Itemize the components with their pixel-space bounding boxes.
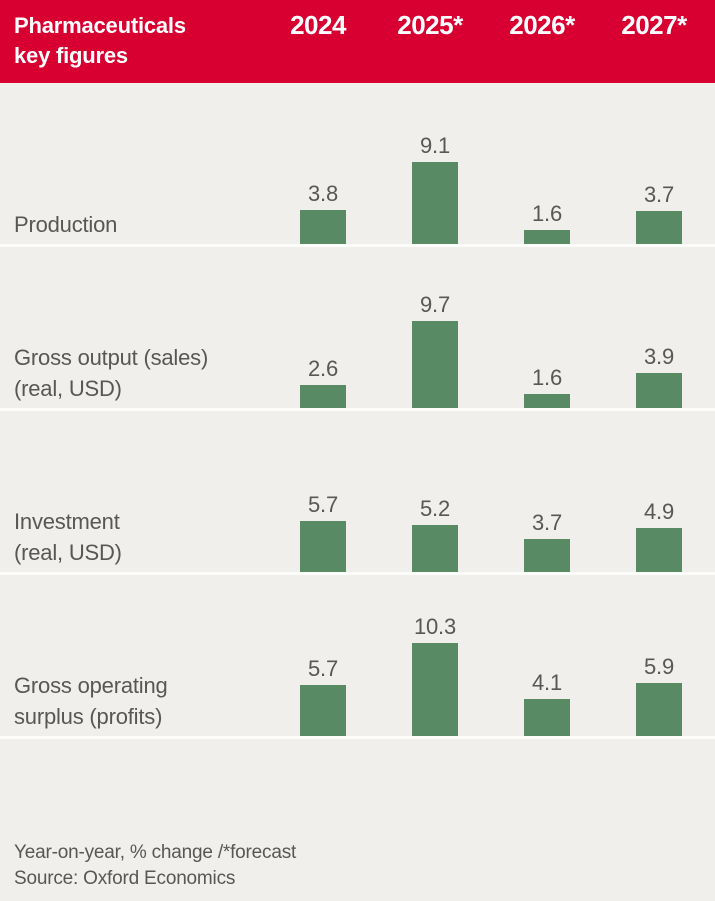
bar bbox=[412, 162, 458, 244]
bar bbox=[412, 525, 458, 572]
bar-value-label: 5.2 bbox=[420, 496, 450, 521]
bar-cell: 10.3 bbox=[379, 575, 491, 736]
bar-cell: 2.6 bbox=[267, 247, 379, 408]
year-header-2024: 2024 bbox=[290, 10, 346, 40]
metric-row: Gross output (sales) (real, USD) 2.6 9.7 1.6… bbox=[0, 247, 715, 411]
bar-cell: 9.7 bbox=[379, 247, 491, 408]
metric-label-line: Gross output (sales) bbox=[14, 345, 209, 370]
bar-cell: 4.9 bbox=[603, 411, 715, 572]
footnote: Year-on-year, % change /*forecast bbox=[14, 842, 297, 863]
chart-footer: Year-on-year, % change /*forecast Source… bbox=[0, 739, 715, 901]
metric-label: Production bbox=[0, 83, 267, 244]
bar bbox=[524, 394, 570, 408]
bar bbox=[524, 699, 570, 736]
bar-cell: 9.1 bbox=[379, 83, 491, 244]
bar-value-label: 4.1 bbox=[532, 670, 562, 695]
year-header-2025: 2025* bbox=[397, 10, 463, 40]
bar bbox=[300, 210, 346, 244]
bar-value-label: 4.9 bbox=[644, 499, 674, 524]
bar bbox=[636, 683, 682, 736]
bar bbox=[636, 373, 682, 408]
bar-value-label: 9.1 bbox=[420, 133, 450, 158]
metric-row: Production 3.8 9.1 1.6 3.7 bbox=[0, 83, 715, 247]
bar bbox=[300, 521, 346, 572]
source-note: Source: Oxford Economics bbox=[14, 868, 236, 889]
bar-value-label: 3.8 bbox=[308, 181, 338, 206]
metric-label-line: (real, USD) bbox=[14, 540, 122, 565]
bar-value-label: 3.9 bbox=[644, 344, 674, 369]
bar-value-label: 9.7 bbox=[420, 292, 450, 317]
chart-title-line1: Pharmaceuticals bbox=[14, 13, 186, 38]
chart-title: Pharmaceuticals key figures bbox=[0, 0, 267, 83]
bar bbox=[524, 230, 570, 244]
metric-label: Gross output (sales) (real, USD) bbox=[0, 247, 267, 408]
bar-cell: 3.7 bbox=[491, 411, 603, 572]
chart-title-line2: key figures bbox=[14, 43, 128, 68]
bar-cell: 5.9 bbox=[603, 575, 715, 736]
bar bbox=[636, 528, 682, 572]
bar-value-label: 1.6 bbox=[532, 201, 562, 226]
bar-value-label: 3.7 bbox=[644, 182, 674, 207]
bar-value-label: 5.9 bbox=[644, 654, 674, 679]
bar-cell: 5.7 bbox=[267, 575, 379, 736]
bar-cell: 1.6 bbox=[491, 247, 603, 408]
bar-value-label: 5.7 bbox=[308, 656, 338, 681]
bar-cell: 1.6 bbox=[491, 83, 603, 244]
bar bbox=[636, 211, 682, 244]
metric-label-line: (real, USD) bbox=[14, 376, 122, 401]
bar-value-label: 2.6 bbox=[308, 356, 338, 381]
bar bbox=[412, 321, 458, 408]
bar-cell: 5.2 bbox=[379, 411, 491, 572]
metric-label: Gross operating surplus (profits) bbox=[0, 575, 267, 736]
bar-value-label: 1.6 bbox=[532, 365, 562, 390]
bar bbox=[524, 539, 570, 572]
bar-cell: 4.1 bbox=[491, 575, 603, 736]
bar-value-label: 5.7 bbox=[308, 492, 338, 517]
bar bbox=[300, 685, 346, 736]
chart-header: Pharmaceuticals key figures 2024 2025* 202… bbox=[0, 0, 715, 83]
bar bbox=[300, 385, 346, 408]
bar-cell: 3.7 bbox=[603, 83, 715, 244]
year-header-2027: 2027* bbox=[621, 10, 687, 40]
bar-value-label: 10.3 bbox=[413, 614, 457, 639]
bar bbox=[412, 643, 458, 736]
bar-cell: 3.9 bbox=[603, 247, 715, 408]
metric-label: Investment (real, USD) bbox=[0, 411, 267, 572]
bar-value-label: 3.7 bbox=[532, 510, 562, 535]
metric-label-line: Gross operating bbox=[14, 673, 168, 698]
metric-label-line: surplus (profits) bbox=[14, 704, 163, 729]
year-header-2026: 2026* bbox=[509, 10, 575, 40]
metric-row: Investment (real, USD) 5.7 5.2 3.7 4.9 bbox=[0, 411, 715, 575]
bar-cell: 5.7 bbox=[267, 411, 379, 572]
metric-row: Gross operating surplus (profits) 5.7 10.3 4… bbox=[0, 575, 715, 739]
bar-cell: 3.8 bbox=[267, 83, 379, 244]
metric-label-line: Investment bbox=[14, 509, 120, 534]
metric-label-line: Production bbox=[14, 212, 118, 237]
